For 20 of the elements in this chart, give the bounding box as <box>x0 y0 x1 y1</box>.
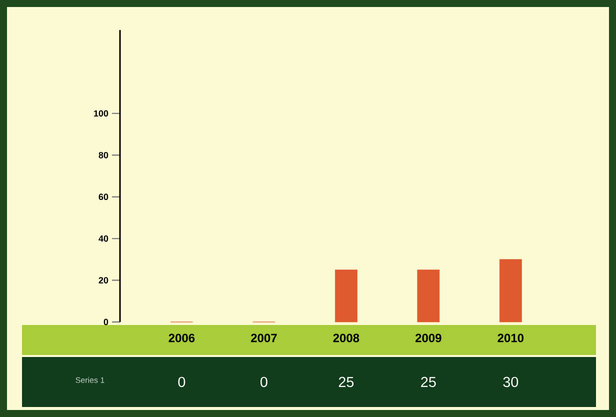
y-tick-label: 100 <box>94 110 108 117</box>
x-tick-label: 2007 <box>251 334 277 342</box>
data-label: 0 <box>260 376 268 388</box>
y-tick-label: 40 <box>98 235 108 242</box>
y-tick-label: 20 <box>98 277 108 284</box>
data-label: 0 <box>178 376 186 388</box>
y-tick-label: 60 <box>98 194 108 200</box>
y-tick-label: 0 <box>104 318 108 326</box>
x-tick-label: 2009 <box>415 334 442 342</box>
bar <box>499 259 522 322</box>
bar <box>417 270 440 322</box>
x-tick-label: 2008 <box>333 334 360 342</box>
data-label: 30 <box>503 376 518 388</box>
bar <box>334 270 358 322</box>
data-label: 25 <box>338 376 354 388</box>
data-label: 25 <box>421 376 436 388</box>
x-tick-label: 2006 <box>168 334 195 342</box>
text: Series 1 <box>76 377 104 383</box>
x-tick-label: 2010 <box>498 334 524 342</box>
y-tick-label: 80 <box>98 152 108 158</box>
